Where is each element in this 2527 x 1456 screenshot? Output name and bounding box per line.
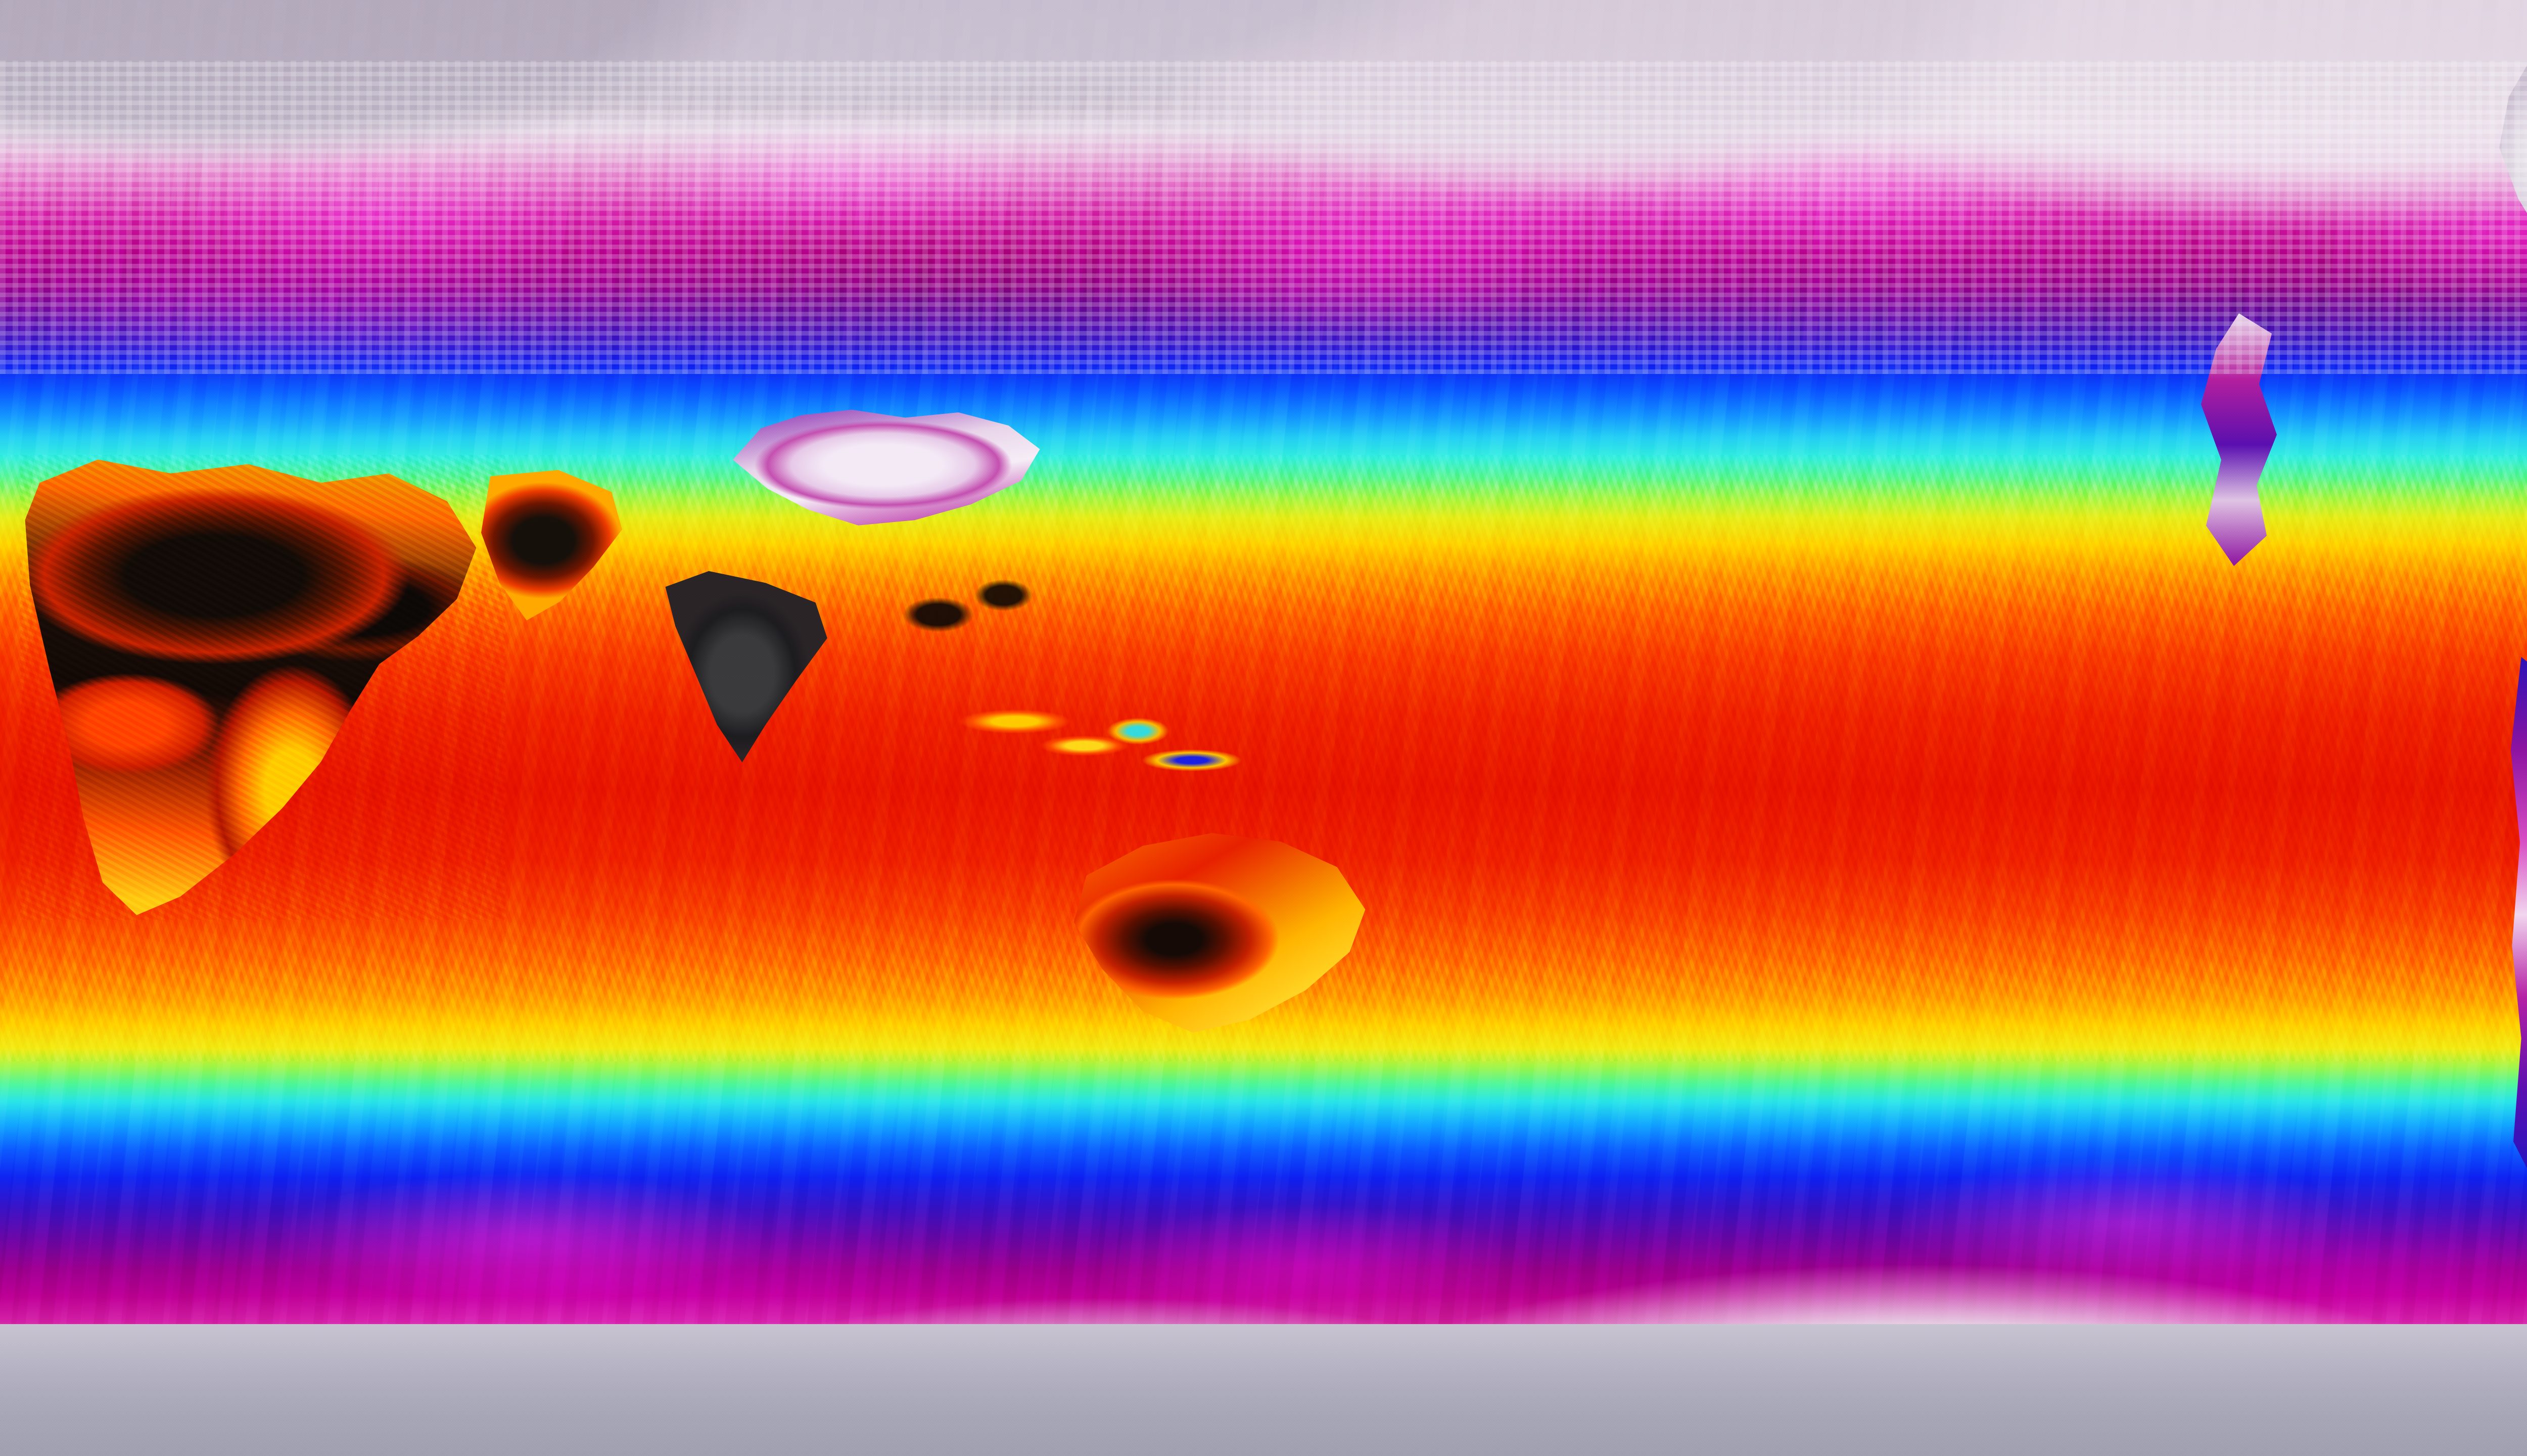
- arctic-cold-cap: [0, 0, 2527, 384]
- africa-terrain-texture: [20, 455, 505, 920]
- antarctica-landmass: [0, 1324, 2527, 1456]
- arctic-sea-ice-edge: [0, 61, 2527, 374]
- southeast-asia-archipelago: [884, 571, 1269, 814]
